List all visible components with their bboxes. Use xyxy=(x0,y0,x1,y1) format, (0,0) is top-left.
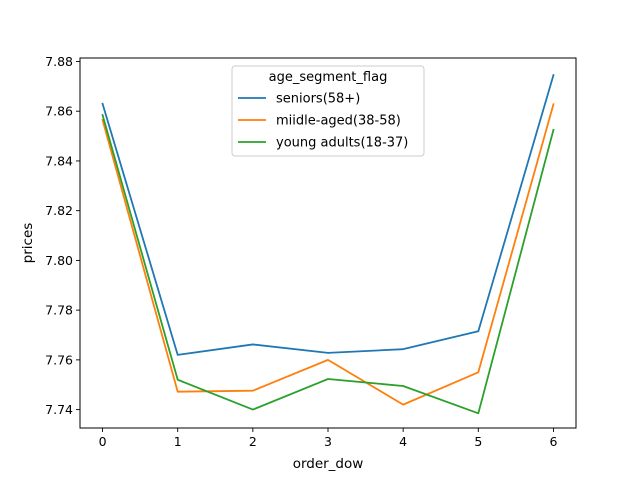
x-tick-label: 1 xyxy=(174,434,182,449)
x-tick-label: 2 xyxy=(249,434,257,449)
axes-layer: 0 1 2 3 4 5 6 7.74 7.76 7.78 7.80 7.82 7.84 7.86 7.88 xyxy=(45,54,577,449)
y-tick-label: 7.74 xyxy=(45,402,73,417)
x-tick-label: 0 xyxy=(99,434,107,449)
legend-box xyxy=(231,65,425,157)
legend: age_segment_flag seniors(58+) miidle-aged(… xyxy=(231,65,425,157)
series-line-3 xyxy=(101,113,555,415)
series-line-1 xyxy=(101,74,555,356)
x-axis-label: order_dow xyxy=(293,456,364,472)
y-tick-label: 7.82 xyxy=(45,203,73,218)
x-tick-label: 4 xyxy=(399,434,407,449)
series-layer xyxy=(101,74,555,415)
series-line-2 xyxy=(101,103,555,406)
x-tick-label: 6 xyxy=(549,434,557,449)
x-tick-label: 5 xyxy=(474,434,482,449)
y-axis-label: prices xyxy=(20,223,36,264)
y-tick-label: 7.84 xyxy=(45,153,73,168)
legend-label: young adults(18-37) xyxy=(276,136,408,151)
y-tick-label: 7.78 xyxy=(45,303,73,318)
legend-label: seniors(58+) xyxy=(276,92,360,107)
x-tick-label: 3 xyxy=(324,434,332,449)
legend-label: miidle-aged(38-58) xyxy=(276,114,401,129)
y-tick-label: 7.88 xyxy=(45,54,73,69)
legend-title: age_segment_flag xyxy=(269,70,388,85)
y-tick-label: 7.86 xyxy=(45,104,73,119)
y-tick-label: 7.80 xyxy=(45,253,73,268)
y-tick-label: 7.76 xyxy=(45,352,73,367)
